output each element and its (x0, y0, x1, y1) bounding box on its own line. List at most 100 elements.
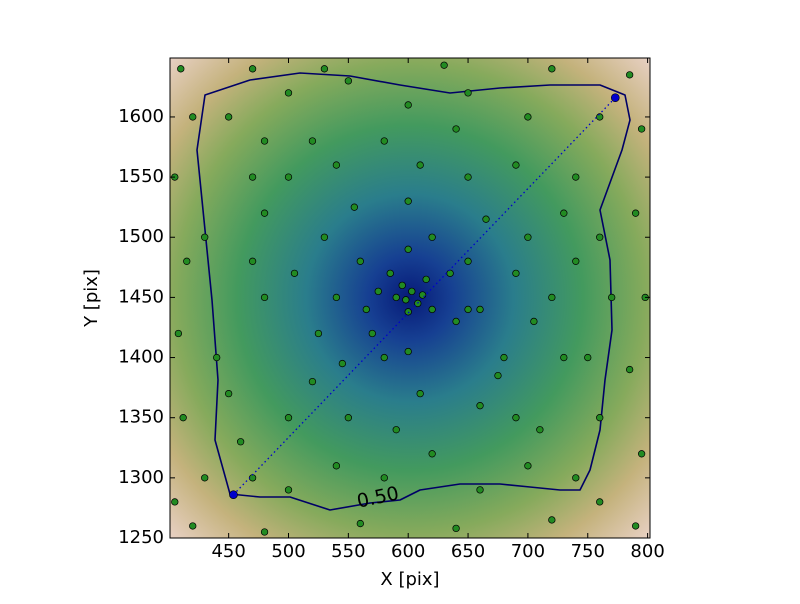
point (362, 305, 370, 314)
point (512, 414, 520, 422)
point (332, 462, 341, 470)
diagonal-line (232, 97, 616, 496)
point (464, 89, 472, 97)
point (548, 516, 556, 524)
point (476, 305, 484, 314)
point (171, 498, 179, 506)
point (284, 173, 293, 181)
point (320, 65, 329, 73)
point (179, 414, 187, 422)
endpoint (610, 93, 620, 102)
point (260, 293, 269, 302)
point (350, 203, 358, 211)
y-tick-label: 1300 (118, 467, 164, 488)
point (452, 524, 460, 533)
point (626, 71, 634, 79)
point (260, 528, 269, 536)
point (428, 305, 436, 314)
point (356, 257, 364, 265)
point (380, 474, 388, 482)
point (392, 426, 400, 434)
point (464, 257, 472, 265)
point (356, 519, 364, 528)
point (416, 161, 424, 169)
x-tick-label: 700 (511, 541, 545, 562)
point (260, 137, 269, 145)
x-tick-label: 800 (630, 541, 664, 562)
point (608, 293, 616, 302)
point (380, 353, 388, 362)
point (284, 486, 293, 494)
point (464, 173, 472, 181)
point (332, 161, 341, 169)
point (308, 137, 317, 145)
point (560, 353, 568, 362)
point (631, 209, 640, 217)
point (584, 353, 592, 362)
contour-line (196, 72, 631, 511)
point (248, 173, 257, 181)
point (596, 498, 604, 506)
point (177, 65, 185, 73)
axes-frame (169, 57, 651, 539)
point (572, 474, 580, 482)
y-tick-label: 1350 (118, 407, 164, 428)
x-tick-label: 450 (211, 541, 245, 562)
point (631, 522, 640, 530)
point (404, 245, 412, 253)
point (290, 269, 299, 277)
x-tick-label: 650 (451, 541, 485, 562)
point (428, 233, 436, 241)
point (524, 113, 532, 121)
y-tick-label: 1250 (118, 527, 164, 548)
point (452, 125, 460, 133)
point (189, 113, 197, 121)
y-tick-label: 1550 (118, 166, 164, 187)
point (596, 414, 604, 422)
point (524, 462, 532, 470)
point (225, 113, 233, 121)
y-axis-label: Y [pix] (81, 269, 102, 328)
point (368, 329, 376, 338)
point (398, 281, 406, 290)
point (344, 414, 353, 422)
point (512, 161, 520, 169)
point (284, 89, 293, 97)
point (248, 257, 257, 265)
x-axis-label: X [pix] (380, 569, 439, 590)
point (380, 137, 388, 145)
y-tick-label: 1400 (118, 347, 164, 368)
point (174, 329, 183, 338)
point (637, 125, 646, 133)
point (418, 291, 427, 299)
x-tick-label: 750 (571, 541, 605, 562)
point (572, 257, 580, 265)
plot-area (171, 61, 649, 536)
point (314, 329, 323, 338)
point (402, 296, 410, 304)
point (560, 209, 568, 217)
heatmap (170, 58, 650, 538)
point (374, 287, 382, 296)
point (248, 65, 257, 73)
point (213, 353, 221, 362)
point (440, 61, 448, 69)
point (548, 293, 556, 302)
point (524, 233, 532, 241)
point (637, 450, 646, 458)
point (338, 359, 347, 368)
point (332, 293, 341, 302)
point (344, 77, 353, 85)
point (464, 305, 472, 314)
point (482, 215, 490, 223)
point (452, 317, 460, 326)
point (408, 287, 416, 296)
y-tick-label: 1600 (118, 106, 164, 127)
point (476, 486, 484, 494)
x-tick-label: 600 (391, 541, 425, 562)
y-tick-label: 1450 (118, 286, 164, 307)
point (476, 402, 484, 410)
y-tick-label: 1500 (118, 226, 164, 247)
point (308, 377, 317, 386)
